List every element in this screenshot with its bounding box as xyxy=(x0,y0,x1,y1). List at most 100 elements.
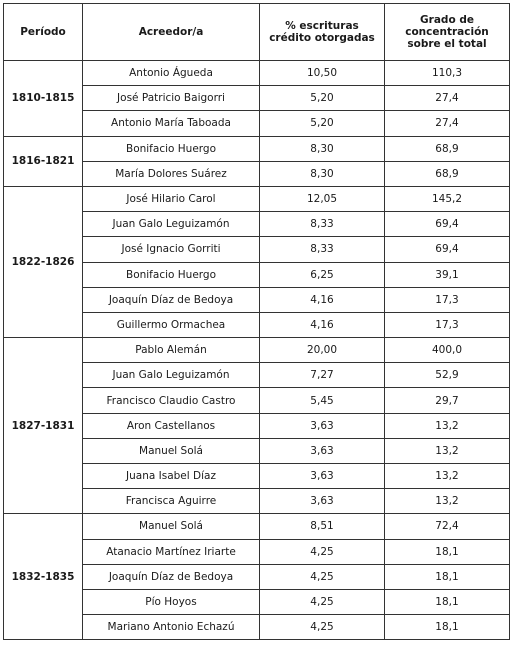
acreedor-cell: Juan Galo Leguizamón xyxy=(82,211,260,238)
header-periodo: Período xyxy=(3,3,83,61)
escrituras-cell: 4,16 xyxy=(259,286,385,313)
period-cell: 1832-1835 xyxy=(3,513,83,641)
escrituras-cell: 8,33 xyxy=(259,211,385,238)
acreedor-cell: Juana Isabel Díaz xyxy=(82,462,260,490)
grado-cell: 13,2 xyxy=(384,437,510,465)
table-row: Guillermo Ormachea 4,16 17,3 xyxy=(4,311,510,339)
escrituras-cell: 7,27 xyxy=(259,362,385,389)
acreedor-cell: José Patricio Baigorri xyxy=(82,85,260,112)
acreedor-cell: Mariano Antonio Echazú xyxy=(82,614,260,641)
grado-cell: 39,1 xyxy=(384,261,510,288)
acreedor-cell: Francisco Claudio Castro xyxy=(82,387,260,414)
period-cell: 1827-1831 xyxy=(3,337,83,515)
escrituras-cell: 10,50 xyxy=(259,59,385,87)
escrituras-cell: 6,25 xyxy=(259,261,385,288)
table-row: Mariano Antonio Echazú 4,25 18,1 xyxy=(4,614,510,641)
grado-cell: 13,2 xyxy=(384,488,510,515)
escrituras-cell: 3,63 xyxy=(259,462,385,490)
escrituras-cell: 8,33 xyxy=(259,236,385,263)
table-row: 1822-1826 José Hilario Carol 12,05 145,2 xyxy=(3,185,510,339)
period-cell: 1822-1826 xyxy=(3,185,83,339)
table-row: María Dolores Suárez 8,30 68,9 xyxy=(4,160,510,187)
escrituras-cell: 12,05 xyxy=(259,185,385,213)
table-row: Francisco Claudio Castro 5,45 29,7 xyxy=(4,387,510,414)
escrituras-cell: 20,00 xyxy=(259,337,385,364)
acreedor-cell: Manuel Solá xyxy=(82,513,260,540)
grado-cell: 17,3 xyxy=(384,311,510,339)
table-row: 1810-1815 Antonio Águeda 10,50 110,3 xyxy=(3,59,510,137)
table-row: Joaquín Díaz de Bedoya 4,25 18,1 xyxy=(4,563,510,590)
grado-cell: 18,1 xyxy=(384,538,510,565)
escrituras-cell: 8,51 xyxy=(259,513,385,540)
acreedor-cell: José Hilario Carol xyxy=(82,185,260,213)
table-row: Antonio María Taboada 5,20 27,4 xyxy=(4,110,510,137)
escrituras-cell: 3,63 xyxy=(259,488,385,515)
escrituras-cell: 3,63 xyxy=(259,437,385,465)
table-row: 1827-1831 Pablo Alemán 20,00 400,0 xyxy=(3,337,510,515)
acreedor-cell: María Dolores Suárez xyxy=(82,160,260,187)
grado-cell: 69,4 xyxy=(384,236,510,263)
period-cell: 1816-1821 xyxy=(3,135,83,187)
acreedor-cell: Pablo Alemán xyxy=(82,337,260,364)
table-row: José Ignacio Gorriti 8,33 69,4 xyxy=(4,236,510,263)
table-row: Pío Hoyos 4,25 18,1 xyxy=(4,588,510,616)
table-row: Joaquín Díaz de Bedoya 4,16 17,3 xyxy=(4,286,510,313)
grado-cell: 18,1 xyxy=(384,614,510,641)
acreedor-cell: Antonio Águeda xyxy=(82,59,260,87)
header-row: Período Acreedor/a % escrituras crédito … xyxy=(3,3,510,61)
acreedor-cell: Antonio María Taboada xyxy=(82,110,260,137)
table-row: Aron Castellanos 3,63 13,2 xyxy=(4,412,510,439)
period-cell: 1810-1815 xyxy=(3,60,83,137)
acreedor-cell: Juan Galo Leguizamón xyxy=(82,362,260,389)
escrituras-cell: 3,63 xyxy=(259,412,385,439)
grado-cell: 145,2 xyxy=(384,185,510,213)
escrituras-cell: 4,25 xyxy=(259,563,385,590)
table-row: Juan Galo Leguizamón 8,33 69,4 xyxy=(4,211,510,238)
table-row: Atanacio Martínez Iriarte 4,25 18,1 xyxy=(4,538,510,565)
grado-cell: 27,4 xyxy=(384,110,510,137)
table-row: 1832-1835 Manuel Solá 8,51 72,4 xyxy=(3,513,510,641)
acreedor-cell: José Ignacio Gorriti xyxy=(82,236,260,263)
grado-cell: 69,4 xyxy=(384,211,510,238)
escrituras-cell: 5,20 xyxy=(259,110,385,137)
grado-cell: 17,3 xyxy=(384,286,510,313)
table-row: 1816-1821 Bonifacio Huergo 8,30 68,9 xyxy=(3,135,510,187)
grado-cell: 27,4 xyxy=(384,85,510,112)
grado-cell: 52,9 xyxy=(384,362,510,389)
table-row: Juan Galo Leguizamón 7,27 52,9 xyxy=(4,362,510,389)
acreedor-cell: Bonifacio Huergo xyxy=(82,135,260,162)
grado-cell: 400,0 xyxy=(384,337,510,364)
grado-cell: 18,1 xyxy=(384,563,510,590)
acreedor-cell: Guillermo Ormachea xyxy=(82,311,260,339)
escrituras-cell: 5,20 xyxy=(259,85,385,112)
table-body: 1810-1815 Antonio Águeda 10,50 110,3 José Pa… xyxy=(3,59,510,641)
grado-cell: 68,9 xyxy=(384,135,510,162)
escrituras-cell: 8,30 xyxy=(259,135,385,162)
creditors-table: Período Acreedor/a % escrituras crédito … xyxy=(3,3,510,641)
grado-cell: 68,9 xyxy=(384,160,510,187)
acreedor-cell: Pío Hoyos xyxy=(82,588,260,616)
header-acreedor: Acreedor/a xyxy=(82,3,260,61)
acreedor-cell: Joaquín Díaz de Bedoya xyxy=(82,563,260,590)
table-row: Francisca Aguirre 3,63 13,2 xyxy=(4,488,510,515)
grado-cell: 13,2 xyxy=(384,412,510,439)
header-grado: Grado de concentración sobre el total xyxy=(384,3,510,61)
grado-cell: 13,2 xyxy=(384,462,510,490)
header-escrituras: % escrituras crédito otorgadas xyxy=(259,3,385,61)
grado-cell: 110,3 xyxy=(384,59,510,87)
escrituras-cell: 4,25 xyxy=(259,614,385,641)
acreedor-cell: Bonifacio Huergo xyxy=(82,261,260,288)
table-row: José Patricio Baigorri 5,20 27,4 xyxy=(4,85,510,112)
escrituras-cell: 4,25 xyxy=(259,538,385,565)
escrituras-cell: 4,16 xyxy=(259,311,385,339)
acreedor-cell: Atanacio Martínez Iriarte xyxy=(82,538,260,565)
table-row: Bonifacio Huergo 6,25 39,1 xyxy=(4,261,510,288)
acreedor-cell: Francisca Aguirre xyxy=(82,488,260,515)
acreedor-cell: Manuel Solá xyxy=(82,437,260,465)
escrituras-cell: 8,30 xyxy=(259,160,385,187)
escrituras-cell: 5,45 xyxy=(259,387,385,414)
grado-cell: 18,1 xyxy=(384,588,510,616)
acreedor-cell: Joaquín Díaz de Bedoya xyxy=(82,286,260,313)
grado-cell: 72,4 xyxy=(384,513,510,540)
grado-cell: 29,7 xyxy=(384,387,510,414)
